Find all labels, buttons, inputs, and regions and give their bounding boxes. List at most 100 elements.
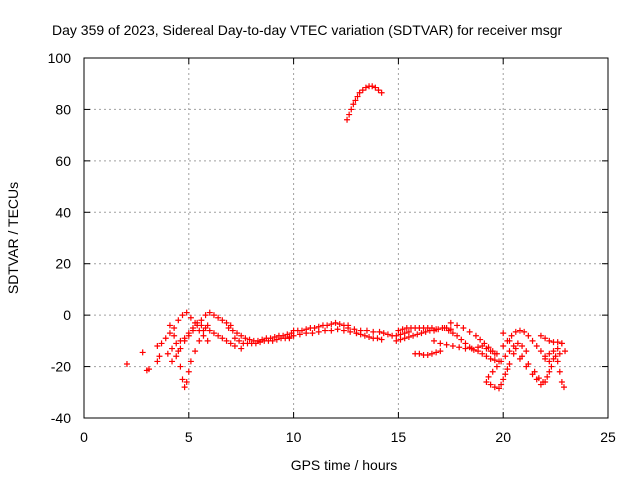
data-point bbox=[187, 358, 194, 365]
data-point bbox=[449, 330, 456, 337]
data-point bbox=[345, 325, 352, 331]
series-cross-20-to-22-b bbox=[510, 340, 565, 388]
data-point bbox=[154, 343, 161, 349]
data-point bbox=[533, 343, 540, 349]
data-point bbox=[198, 317, 205, 324]
data-point bbox=[185, 368, 192, 375]
data-point bbox=[273, 336, 280, 343]
data-point bbox=[437, 340, 444, 347]
data-point bbox=[554, 345, 561, 352]
data-point bbox=[468, 345, 475, 352]
data-point bbox=[185, 330, 192, 337]
data-point bbox=[483, 353, 490, 360]
data-point bbox=[164, 350, 171, 357]
data-point bbox=[481, 340, 488, 347]
data-point bbox=[363, 327, 370, 334]
data-point bbox=[194, 319, 201, 326]
data-point bbox=[286, 335, 293, 342]
data-point bbox=[354, 93, 361, 100]
y-tick-label: 100 bbox=[48, 50, 72, 66]
data-point bbox=[542, 355, 549, 362]
data-point bbox=[556, 368, 563, 375]
data-point bbox=[362, 84, 369, 91]
data-point bbox=[487, 355, 494, 362]
data-point bbox=[189, 325, 196, 331]
data-point bbox=[556, 350, 563, 357]
data-point bbox=[154, 358, 161, 365]
data-point bbox=[215, 314, 222, 321]
data-point bbox=[537, 381, 544, 388]
data-point bbox=[196, 327, 203, 334]
data-point bbox=[257, 339, 264, 346]
y-tick-label: -20 bbox=[51, 359, 71, 375]
data-point bbox=[296, 331, 303, 338]
data-point bbox=[500, 330, 507, 337]
data-point bbox=[560, 384, 567, 391]
data-point bbox=[456, 344, 463, 351]
data-point bbox=[202, 312, 209, 319]
data-point bbox=[123, 361, 130, 367]
data-point bbox=[378, 336, 385, 343]
data-point bbox=[352, 97, 359, 104]
axis-ticks bbox=[83, 57, 609, 419]
data-point bbox=[458, 336, 465, 343]
data-point bbox=[298, 327, 305, 334]
data-point bbox=[414, 331, 421, 338]
data-point bbox=[204, 337, 211, 344]
data-point bbox=[177, 363, 184, 370]
data-point bbox=[397, 336, 404, 343]
x-tick-label: 25 bbox=[600, 429, 616, 445]
data-point bbox=[378, 89, 385, 96]
data-point bbox=[521, 328, 528, 335]
data-point bbox=[466, 328, 473, 335]
data-point bbox=[399, 326, 406, 333]
data-point bbox=[210, 312, 217, 319]
data-point bbox=[542, 379, 549, 385]
data-point bbox=[231, 343, 238, 349]
data-point bbox=[332, 319, 339, 326]
data-point bbox=[328, 321, 335, 328]
data-point bbox=[359, 87, 366, 94]
data-point bbox=[322, 327, 329, 334]
x-tick-label: 20 bbox=[495, 429, 511, 445]
data-point bbox=[372, 84, 379, 91]
data-point bbox=[428, 350, 435, 357]
data-point bbox=[562, 348, 569, 355]
data-point bbox=[506, 361, 513, 367]
data-point bbox=[496, 385, 503, 392]
data-point bbox=[410, 332, 417, 339]
data-point bbox=[489, 348, 496, 355]
series-cluster-4-to-7-b bbox=[169, 319, 245, 365]
data-point bbox=[380, 330, 387, 337]
data-point bbox=[183, 379, 190, 385]
data-point bbox=[554, 339, 561, 346]
data-point bbox=[483, 379, 490, 385]
data-point bbox=[487, 381, 494, 388]
y-tick-label: -40 bbox=[51, 410, 71, 426]
data-point bbox=[183, 309, 190, 316]
data-point bbox=[431, 337, 438, 344]
data-point bbox=[554, 358, 561, 365]
x-tick-labels: 0 5 10 15 20 25 bbox=[80, 429, 616, 445]
data-point bbox=[198, 322, 205, 329]
data-point bbox=[498, 381, 505, 388]
data-point bbox=[179, 312, 186, 319]
x-tick-label: 5 bbox=[185, 429, 193, 445]
data-point bbox=[375, 87, 382, 94]
data-point bbox=[424, 352, 431, 358]
grid-lines bbox=[84, 58, 608, 418]
data-point bbox=[350, 101, 357, 108]
series-band-10-to-12 bbox=[290, 319, 352, 334]
data-point bbox=[139, 349, 146, 356]
data-point bbox=[416, 350, 423, 357]
data-point bbox=[171, 325, 178, 331]
data-point bbox=[485, 344, 492, 351]
data-point bbox=[472, 332, 479, 339]
data-point bbox=[234, 330, 241, 337]
y-tick-label: 60 bbox=[55, 153, 71, 169]
data-point bbox=[227, 340, 234, 347]
data-point bbox=[187, 314, 194, 321]
series-band-7-to-10-lower bbox=[231, 334, 293, 347]
data-point bbox=[334, 326, 341, 333]
data-point bbox=[512, 345, 519, 352]
